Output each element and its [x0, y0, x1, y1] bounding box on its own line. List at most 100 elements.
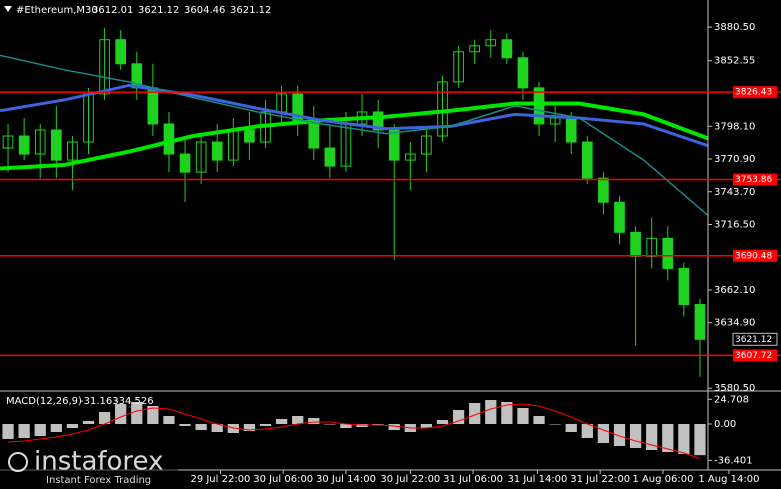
histogram-bar	[694, 424, 706, 456]
menu-icon	[4, 6, 12, 12]
moving-average	[0, 101, 709, 171]
histogram-bar	[388, 424, 400, 430]
watermark-bg	[0, 445, 178, 489]
candle-body	[437, 81, 448, 137]
y-tick-label: 3770.90	[714, 154, 755, 165]
histogram-bar	[324, 424, 336, 425]
candle-body	[18, 135, 30, 155]
y-tick-label: 3716.50	[714, 219, 755, 230]
histogram-bar	[613, 424, 626, 446]
y-tick-label: 3580.50	[714, 383, 755, 394]
x-tick-label: 29 Jul 22:00	[190, 474, 250, 485]
x-tick-label: 30 Jul 06:00	[253, 474, 313, 485]
candle-body	[517, 57, 529, 89]
candle-body	[195, 141, 207, 173]
histogram-bar	[131, 402, 143, 424]
histogram-bar	[517, 408, 529, 424]
candle-body	[211, 141, 223, 161]
candle-body	[565, 117, 577, 143]
close: 3621.12	[230, 5, 271, 16]
symbol: #Ethereum,M30	[16, 5, 98, 16]
moving-average	[0, 54, 709, 217]
level-label: 3753.86	[735, 175, 772, 185]
histogram-bar	[452, 410, 465, 424]
open: 3612.01	[92, 5, 133, 16]
candle-body	[372, 111, 384, 131]
histogram-bar	[147, 406, 159, 424]
y-tick-label: 24.708	[714, 394, 749, 405]
signal-line	[8, 403, 701, 459]
histogram-bar	[565, 424, 577, 432]
level-label: 3690.48	[735, 251, 772, 261]
brand: instaforex	[34, 447, 163, 477]
histogram-bar	[66, 424, 79, 428]
candle-body	[99, 39, 110, 95]
candle-body	[485, 39, 497, 47]
histogram-bar	[549, 424, 561, 425]
y-tick-label: 3743.70	[714, 187, 755, 198]
moving-average	[0, 83, 709, 148]
histogram-bar	[678, 424, 690, 454]
candle-body	[179, 153, 191, 173]
macd-last: -31.163	[80, 396, 119, 407]
candle-body	[630, 231, 641, 257]
histogram-bar	[211, 424, 223, 432]
candle-body	[614, 201, 625, 233]
level-label-bg	[733, 249, 777, 262]
watermark: instaforex Instant Forex Trading	[0, 445, 178, 489]
histogram-bar	[82, 421, 95, 424]
histogram-bar	[115, 404, 127, 424]
candle-body	[2, 135, 14, 149]
histogram-bar	[581, 424, 593, 438]
candle-body	[388, 129, 400, 161]
x-tick-label: 30 Jul 14:00	[316, 474, 376, 485]
histogram-bar	[2, 424, 14, 439]
level-label-bg	[733, 86, 777, 99]
histogram-bar	[646, 424, 658, 450]
histogram-bar	[18, 424, 30, 438]
price-label: 3621.12	[735, 335, 772, 345]
x-tick-label: 1 Aug 14:00	[698, 474, 759, 485]
candle-body	[34, 129, 46, 155]
level-label-bg	[733, 173, 777, 186]
histogram-bar	[308, 418, 320, 424]
logo	[8, 452, 28, 472]
tagline: Instant Forex Trading	[46, 475, 151, 486]
histogram-bar	[533, 416, 545, 424]
high: 3621.12	[138, 5, 179, 16]
candle-body	[662, 237, 674, 269]
histogram-bar	[163, 416, 175, 424]
candle-body	[678, 267, 690, 306]
price-label-bg	[732, 332, 778, 346]
candle-body	[453, 51, 464, 83]
y-tick-label: 3880.50	[714, 22, 755, 33]
histogram-bar	[50, 424, 62, 432]
histogram-bar	[485, 400, 497, 424]
candle-body	[533, 87, 545, 125]
y-tick-label: 3662.10	[714, 285, 755, 296]
y-tick-label: 3634.90	[714, 318, 755, 329]
histogram-bar	[243, 424, 256, 431]
candle-body	[469, 45, 481, 53]
y-tick-label: 3798.10	[714, 121, 755, 132]
candle-body	[115, 39, 127, 65]
signal-last: -34.526	[115, 396, 154, 407]
histogram-bar	[34, 424, 46, 436]
level-label-bg	[733, 349, 777, 362]
histogram-bar	[662, 424, 674, 452]
histogram-bar	[372, 424, 384, 425]
level-label: 3607.72	[735, 351, 772, 361]
y-tick-label: -36.401	[714, 455, 753, 466]
plot	[0, 27, 709, 459]
histogram-bar	[501, 402, 513, 424]
x-tick-label: 31 Jul 06:00	[443, 474, 503, 485]
x-tick-label: 30 Jul 22:00	[380, 474, 440, 485]
candle-body	[50, 129, 62, 161]
histogram-bar	[292, 416, 304, 424]
candle-body	[67, 141, 78, 161]
y-tick-label: 0.00	[714, 419, 736, 430]
histogram-bar	[597, 424, 610, 443]
candle-body	[324, 147, 336, 167]
histogram-bar	[179, 424, 191, 426]
histogram-bar	[195, 424, 207, 430]
